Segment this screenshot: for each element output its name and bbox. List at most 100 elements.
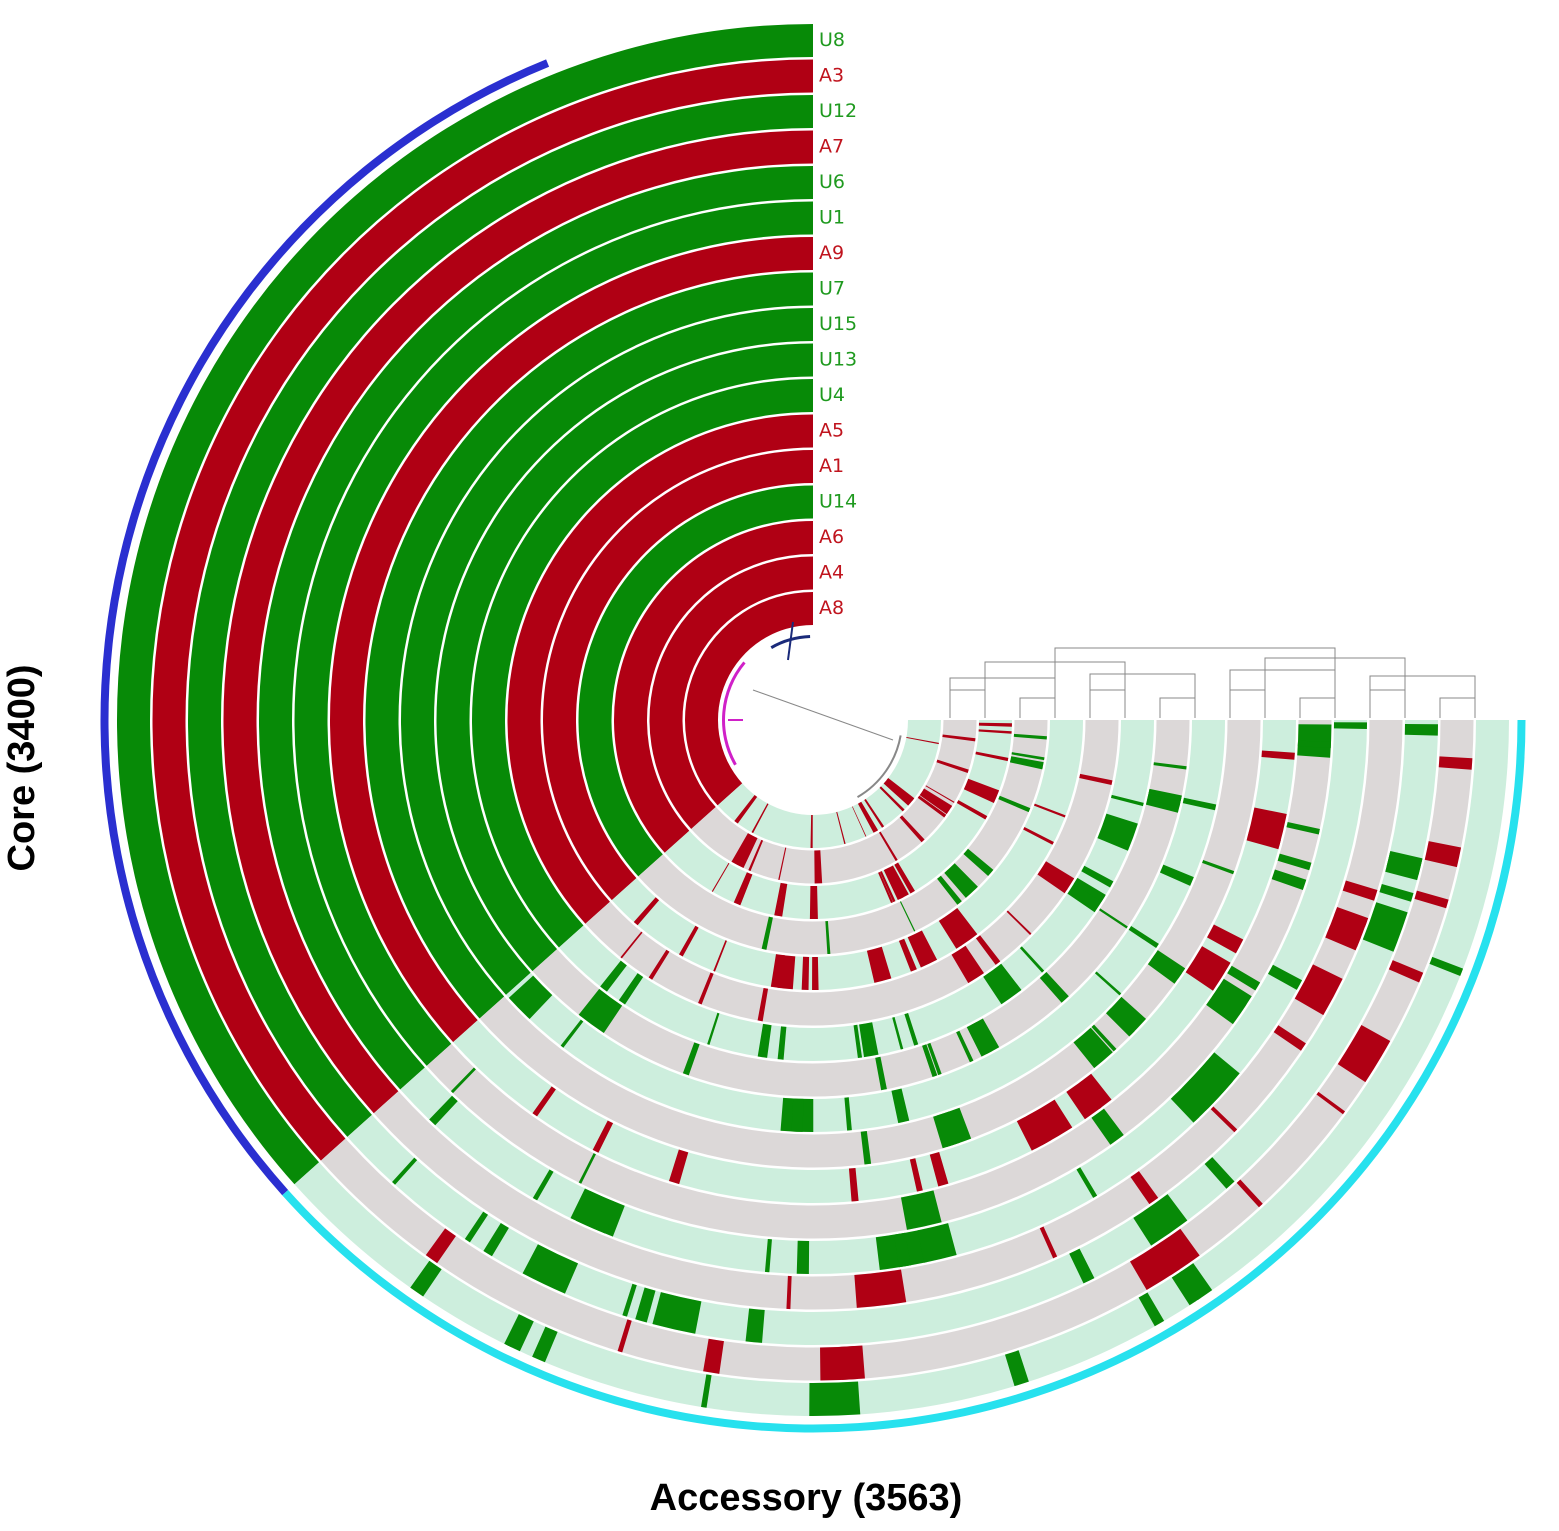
accessory-block xyxy=(1385,851,1423,881)
accessory-block xyxy=(878,871,894,904)
accessory-block xyxy=(963,848,994,876)
ring-A1 xyxy=(543,450,1083,991)
accessory-block xyxy=(971,1021,993,1055)
accessory-block xyxy=(937,875,962,905)
accessory-block xyxy=(1185,946,1231,991)
dendrograms xyxy=(722,621,1476,798)
accessory-block xyxy=(922,1044,938,1078)
dendrogram-branch xyxy=(1089,689,1126,718)
accessory-block xyxy=(844,1097,852,1131)
accessory-block xyxy=(1011,752,1045,761)
accessory-block xyxy=(825,920,831,955)
accessory-block xyxy=(707,1012,720,1045)
accessory-block xyxy=(956,800,988,820)
ring-A5 xyxy=(507,414,1119,1026)
accessory-block xyxy=(392,1157,418,1185)
accessory-block xyxy=(1333,722,1367,729)
accessory-block xyxy=(978,722,1012,727)
core-segment xyxy=(578,485,813,877)
genome-label-U13: U13 xyxy=(819,349,857,371)
accessory-block xyxy=(927,1042,942,1076)
accessory-block xyxy=(893,1232,911,1268)
accessory-block xyxy=(1039,1226,1058,1259)
genome-label-A6: A6 xyxy=(819,526,844,548)
ring-U14 xyxy=(578,485,1048,955)
core-segment xyxy=(187,95,813,1137)
accessory-block xyxy=(786,1275,792,1310)
dendrogram-branch xyxy=(1299,697,1336,718)
accessory-block xyxy=(1294,964,1343,1016)
accessory-block xyxy=(879,871,896,903)
accessory-block xyxy=(410,1260,442,1297)
accessory-block xyxy=(652,1292,702,1334)
core-segment xyxy=(614,521,813,853)
accessory-block xyxy=(898,938,917,972)
accessory-block xyxy=(532,1169,554,1201)
accessory-block xyxy=(617,1319,632,1353)
accessory-block xyxy=(1081,865,1114,888)
accessory-block xyxy=(748,839,764,872)
accessory-block xyxy=(1210,1106,1238,1133)
core-segment xyxy=(400,308,813,995)
genome-label-A1: A1 xyxy=(819,455,844,477)
core-segment xyxy=(472,379,813,948)
accessory-block xyxy=(425,1228,456,1264)
accessory-block xyxy=(777,1026,787,1060)
accessory-block xyxy=(942,908,978,946)
genome-label-U14: U14 xyxy=(819,491,857,513)
accessory-block xyxy=(734,794,758,824)
ring-A7 xyxy=(223,130,1403,1310)
accessory-block xyxy=(711,862,730,892)
accessory-block xyxy=(703,1338,724,1374)
accessory-block xyxy=(796,1240,810,1274)
accessory-block xyxy=(1067,879,1106,913)
accessory-block xyxy=(892,1017,904,1050)
accessory-block xyxy=(1204,1157,1235,1189)
accessory-block xyxy=(751,803,769,834)
ring-U15 xyxy=(400,308,1225,1133)
ring-U8 xyxy=(116,24,1510,1417)
accessory-block xyxy=(1079,773,1113,786)
accessory-block xyxy=(1179,1263,1213,1300)
accessory-block xyxy=(900,1190,942,1230)
accessory-block xyxy=(757,987,769,1022)
accessory-block xyxy=(1128,925,1159,949)
accessory-block xyxy=(777,954,785,989)
accessory-block xyxy=(1153,762,1187,770)
accessory-block xyxy=(1297,740,1332,748)
genome-label-U4: U4 xyxy=(819,384,845,406)
core-segment xyxy=(436,343,813,972)
core-segment xyxy=(152,59,814,1161)
ring-A4 xyxy=(649,556,977,884)
accessory-block xyxy=(1006,910,1032,935)
core-segment xyxy=(649,556,813,830)
dendrogram-branch xyxy=(1369,689,1406,718)
accessory-block xyxy=(944,863,978,898)
accessory-block xyxy=(1362,902,1408,952)
accessory-block xyxy=(622,1283,637,1317)
accessory-block xyxy=(761,916,773,950)
accessory-block xyxy=(1004,1350,1029,1387)
dendrogram-branch xyxy=(1054,647,1336,718)
accessory-block xyxy=(886,778,915,801)
accessory-block xyxy=(975,751,1009,762)
tree-branch-dark xyxy=(787,621,794,661)
accessory-block xyxy=(1147,794,1181,808)
accessory-block xyxy=(801,956,810,990)
accessory-block xyxy=(777,883,788,917)
ring-U1 xyxy=(294,201,1332,1239)
accessory-block xyxy=(532,1326,558,1363)
genome-label-A8: A8 xyxy=(819,597,844,619)
accessory-block xyxy=(859,1022,879,1058)
accessory-background xyxy=(479,720,1261,1168)
accessory-block xyxy=(883,778,914,806)
accessory-block xyxy=(820,1345,865,1381)
accessory-block xyxy=(774,882,784,916)
core-segment xyxy=(365,272,813,1019)
accessory-block xyxy=(570,1188,618,1234)
accessory-block xyxy=(1207,924,1244,954)
accessory-block xyxy=(1246,807,1287,850)
accessory-block xyxy=(698,972,714,1005)
dendrogram-branch xyxy=(949,689,986,718)
